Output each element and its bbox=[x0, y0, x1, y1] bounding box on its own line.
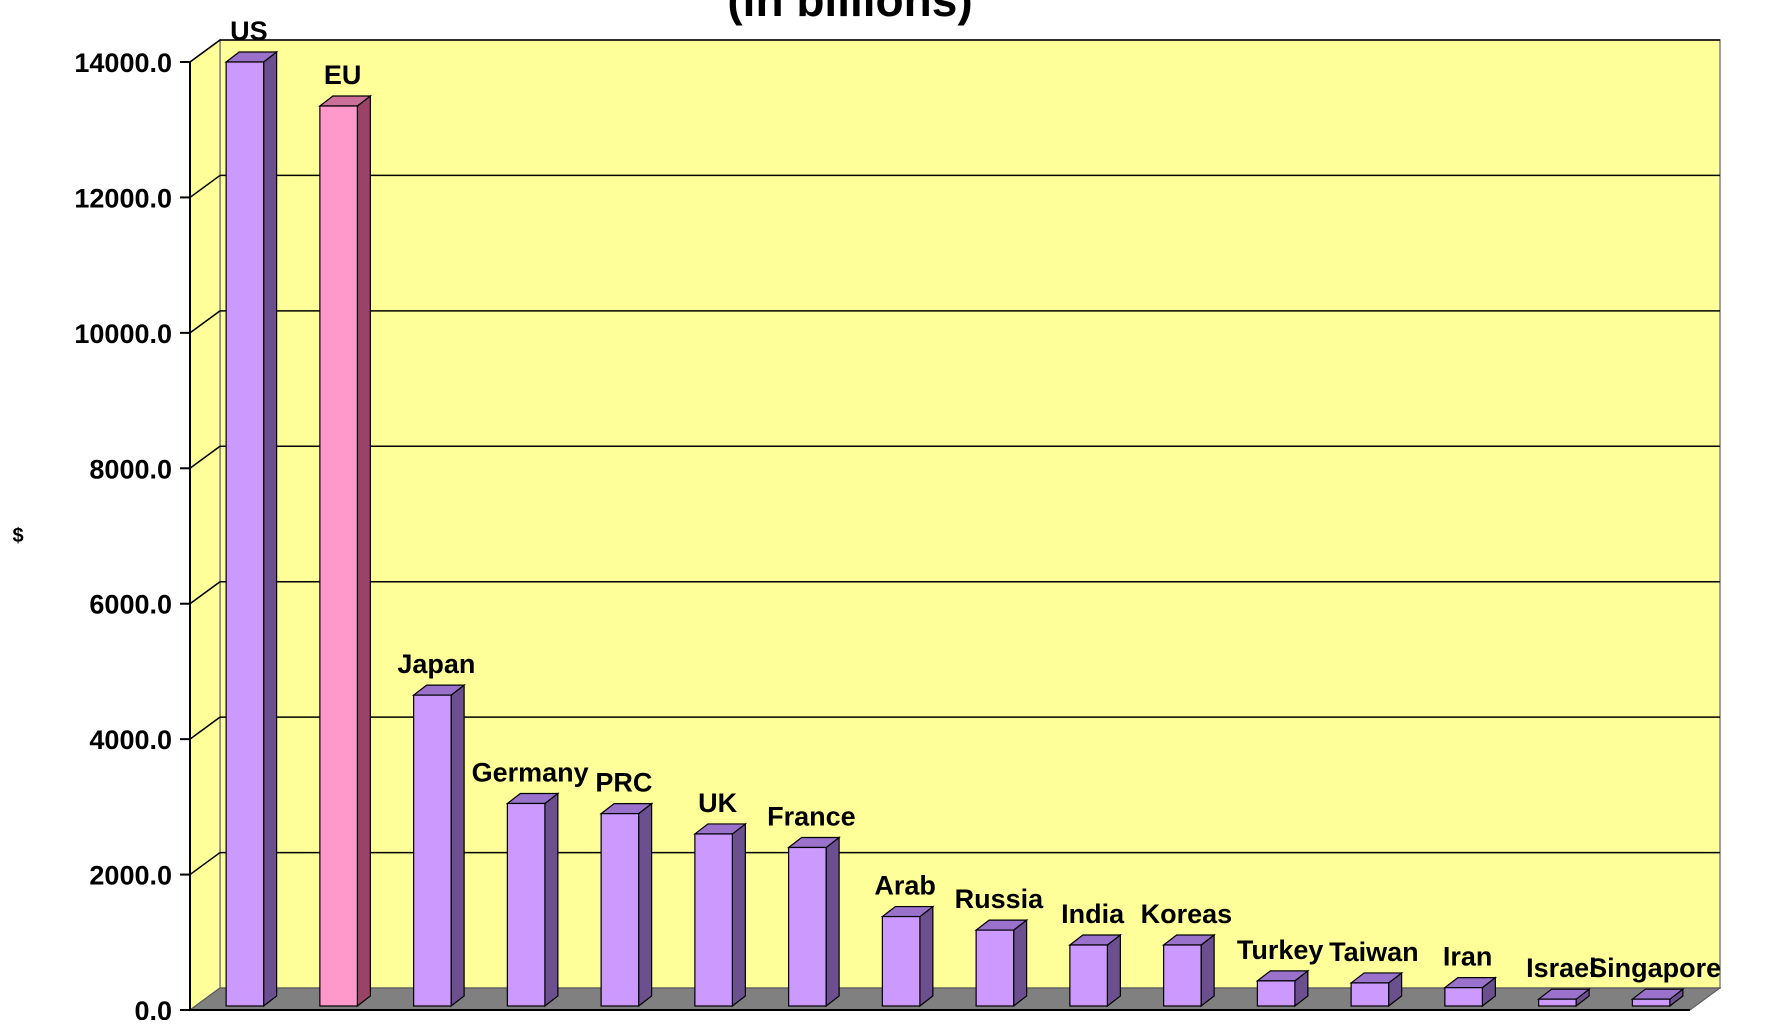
bar-eu bbox=[320, 96, 371, 1006]
bar-front bbox=[1632, 999, 1670, 1006]
category-label-germany: Germany bbox=[472, 757, 589, 787]
bar-side bbox=[264, 52, 277, 1006]
category-label-koreas: Koreas bbox=[1141, 899, 1233, 929]
bar-side bbox=[1107, 935, 1120, 1006]
bar-front bbox=[414, 695, 452, 1006]
bar-front bbox=[1164, 945, 1202, 1006]
category-label-eu: EU bbox=[324, 60, 362, 90]
y-tick-label: 10000.0 bbox=[74, 319, 172, 349]
bar-france bbox=[789, 837, 840, 1006]
category-label-turkey: Turkey bbox=[1237, 935, 1324, 965]
category-label-iran: Iran bbox=[1443, 942, 1493, 972]
y-tick-label: 8000.0 bbox=[89, 454, 172, 484]
bar-side bbox=[451, 685, 464, 1006]
bar-front bbox=[695, 834, 733, 1006]
bar-front bbox=[1539, 999, 1577, 1006]
bar-side bbox=[920, 907, 933, 1006]
y-tick-label: 12000.0 bbox=[74, 183, 172, 213]
y-tick-label: 0.0 bbox=[134, 996, 172, 1020]
bar-front bbox=[507, 803, 545, 1006]
y-tick-label: 6000.0 bbox=[89, 590, 172, 620]
bar-iran bbox=[1445, 978, 1496, 1006]
bar-arab bbox=[882, 907, 933, 1006]
y-tick-label: 4000.0 bbox=[89, 725, 172, 755]
bar-front bbox=[226, 62, 264, 1006]
bar-side bbox=[545, 793, 558, 1006]
category-label-us: US bbox=[230, 16, 268, 46]
bar-front bbox=[1351, 983, 1389, 1006]
bar-front bbox=[1257, 981, 1295, 1006]
bar-japan bbox=[414, 685, 465, 1006]
category-label-arab: Arab bbox=[874, 871, 936, 901]
y-axis-ticks: 0.0 2000.0 4000.0 6000.0 8000.0 10000.0 12000.… bbox=[74, 48, 190, 1020]
bar-front bbox=[601, 814, 639, 1006]
bar-india bbox=[1070, 935, 1121, 1006]
category-label-prc: PRC bbox=[595, 768, 652, 798]
bar-russia bbox=[976, 920, 1027, 1006]
bar-turkey bbox=[1257, 971, 1308, 1006]
bar-side bbox=[826, 837, 839, 1006]
bar-front bbox=[1070, 945, 1108, 1006]
bar-uk bbox=[695, 824, 746, 1006]
category-label-singapore: Singapore bbox=[1589, 953, 1721, 983]
bar-us bbox=[226, 52, 277, 1006]
bar-koreas bbox=[1164, 935, 1215, 1006]
category-label-taiwan: Taiwan bbox=[1329, 937, 1419, 967]
bar-front bbox=[976, 930, 1014, 1006]
bar-side bbox=[1201, 935, 1214, 1006]
category-label-japan: Japan bbox=[397, 649, 475, 679]
bar-front bbox=[320, 106, 358, 1006]
bar-side bbox=[639, 804, 652, 1006]
category-label-india: India bbox=[1061, 899, 1125, 929]
bar-front bbox=[882, 917, 920, 1006]
category-label-israel: Israel bbox=[1526, 953, 1597, 983]
bar-side bbox=[732, 824, 745, 1006]
bar-front bbox=[1445, 988, 1483, 1006]
bar-taiwan bbox=[1351, 973, 1402, 1006]
bar-germany bbox=[507, 793, 558, 1006]
y-tick-label: 2000.0 bbox=[89, 861, 172, 891]
bar-side bbox=[1014, 920, 1027, 1006]
y-tick-label: 14000.0 bbox=[74, 48, 172, 78]
bar-prc bbox=[601, 804, 652, 1006]
category-label-russia: Russia bbox=[955, 884, 1045, 914]
category-label-france: France bbox=[767, 801, 856, 831]
bar-front bbox=[789, 847, 827, 1006]
bar-side bbox=[357, 96, 370, 1006]
category-label-uk: UK bbox=[698, 788, 737, 818]
y-axis-label: $ bbox=[12, 525, 23, 547]
chart-title: (in billions) bbox=[727, 0, 972, 26]
